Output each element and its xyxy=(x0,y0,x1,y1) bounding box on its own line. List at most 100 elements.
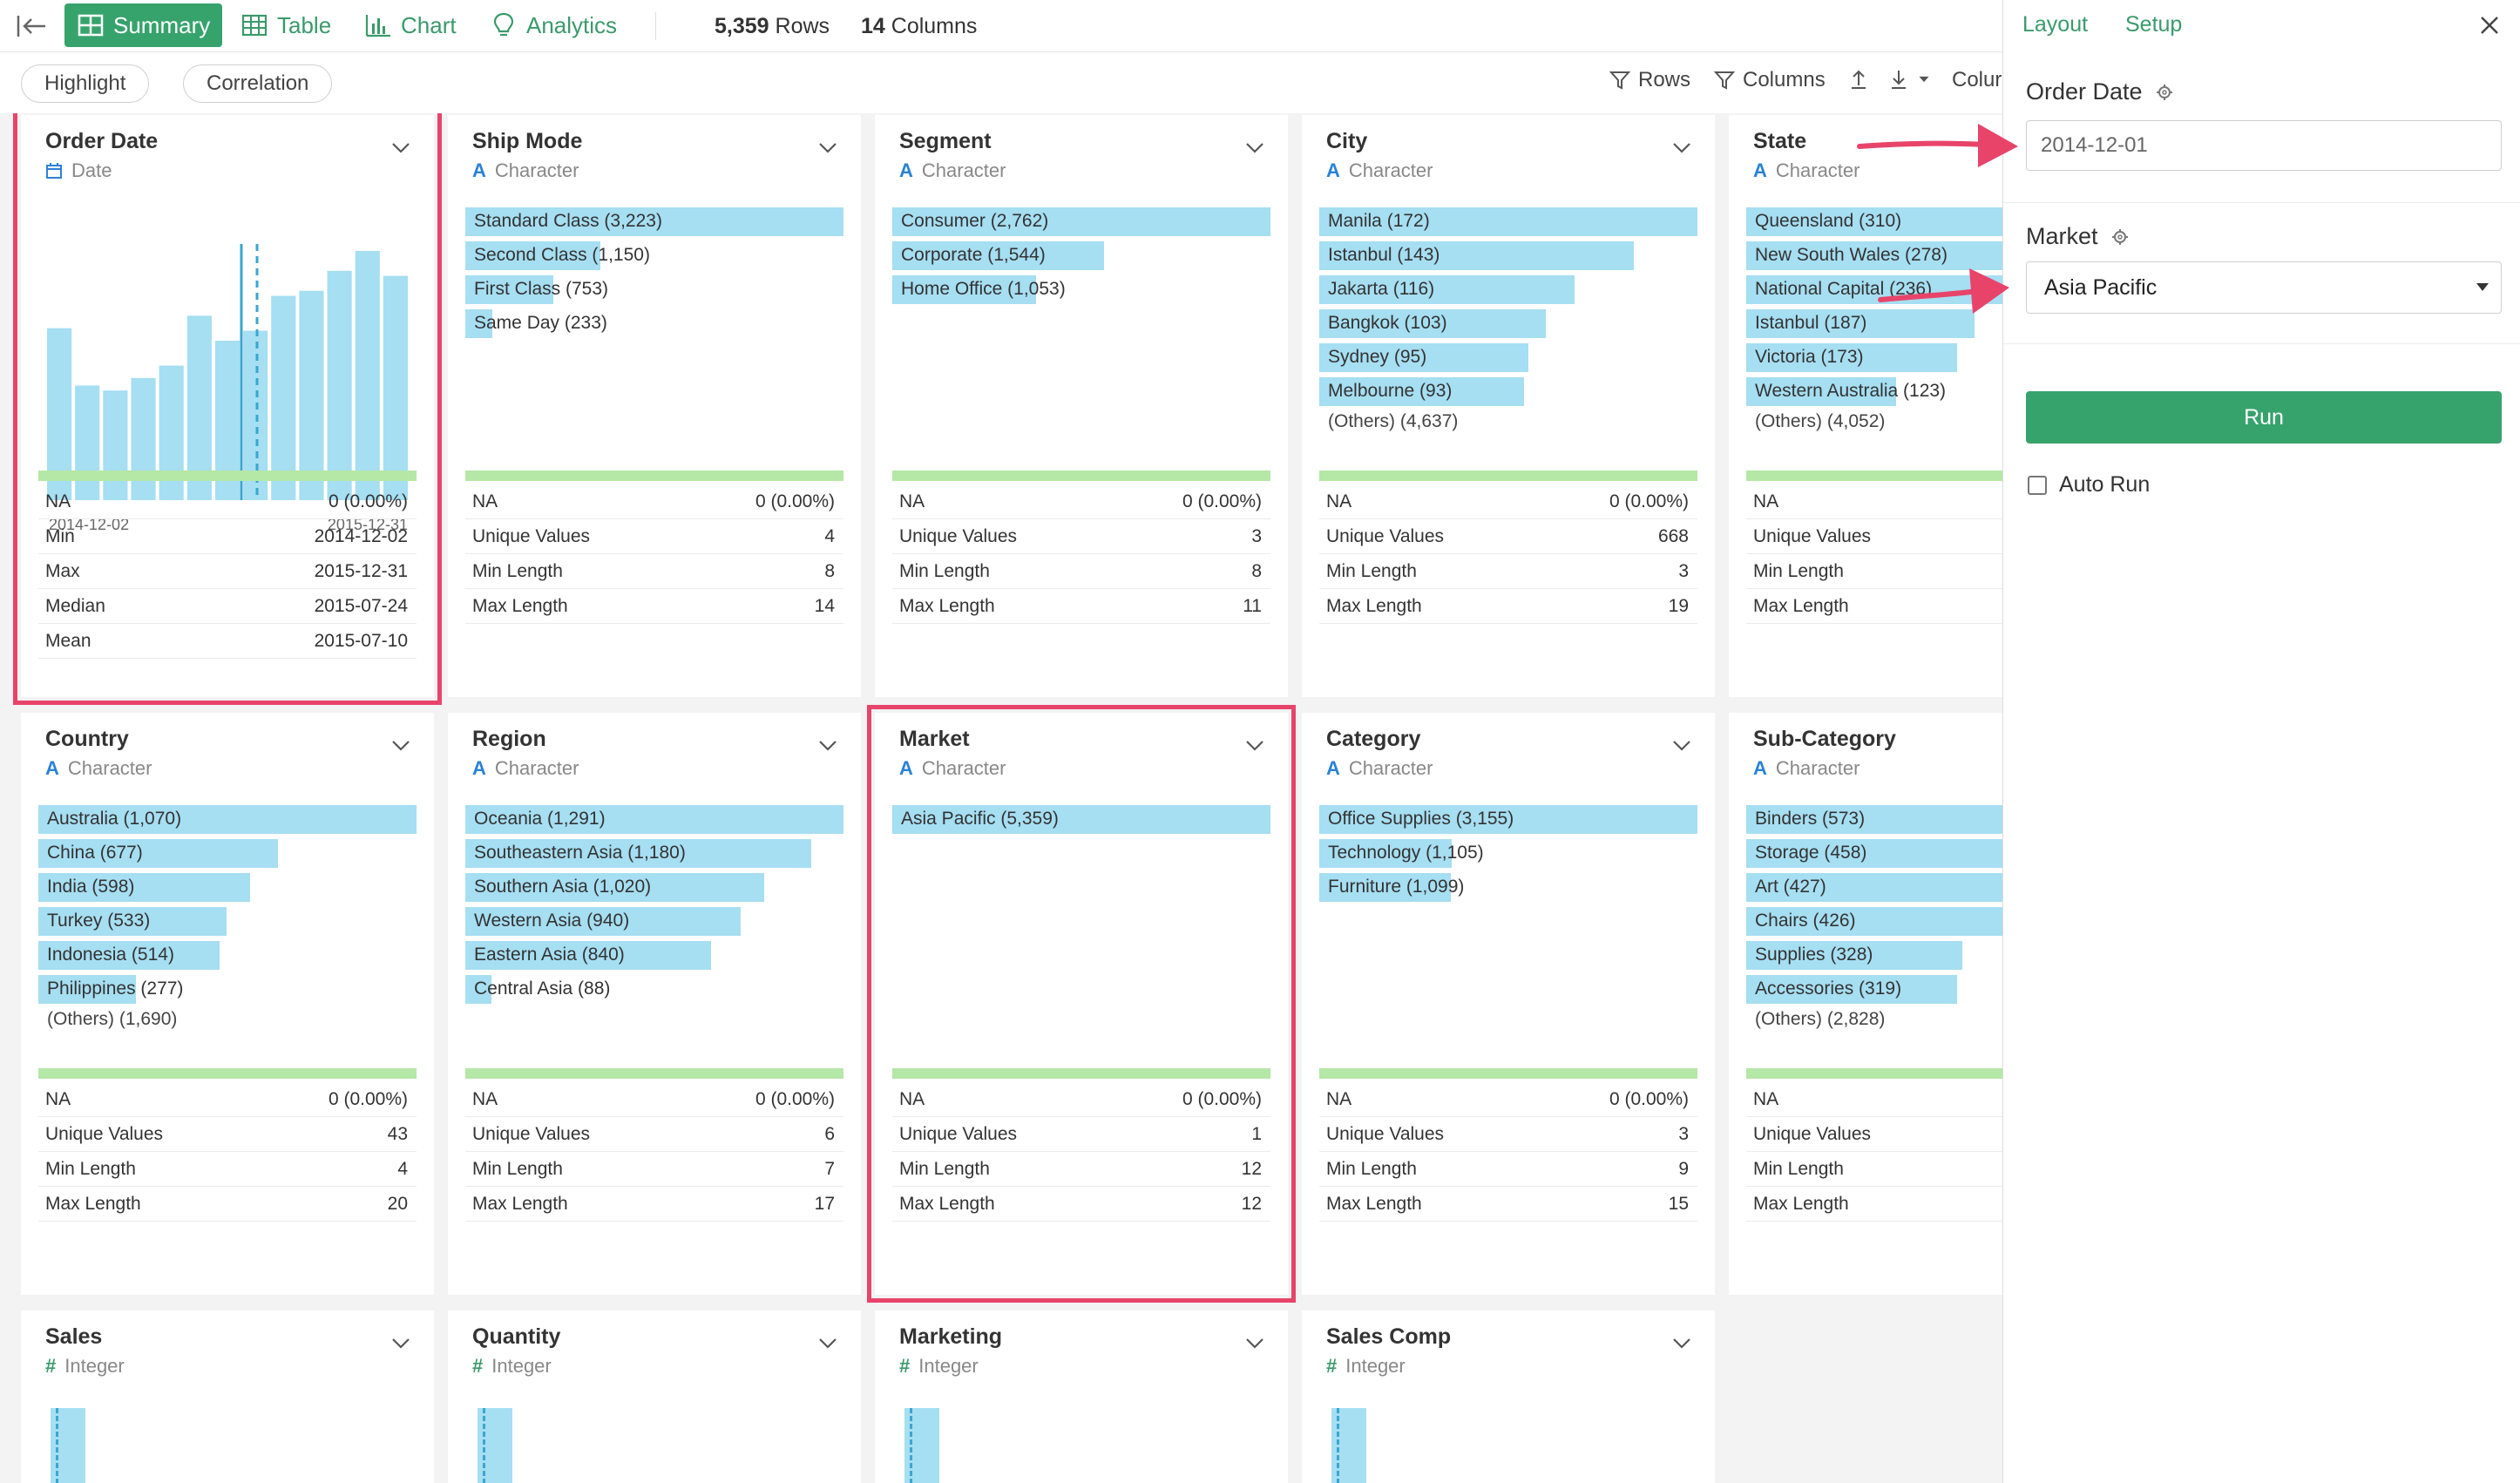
chevron-down-icon[interactable] xyxy=(1244,737,1265,753)
chevron-down-icon[interactable] xyxy=(1244,139,1265,155)
collapse-left-icon[interactable] xyxy=(16,12,47,40)
value-bar-row[interactable]: Southern Asia (1,020) xyxy=(465,873,843,902)
value-bar-row[interactable]: Southeastern Asia (1,180) xyxy=(465,839,843,868)
columns-filter-button[interactable]: Columns xyxy=(1713,68,1826,92)
value-bar-row[interactable]: Same Day (233) xyxy=(465,309,843,338)
value-bar-row[interactable]: Accessories (319) xyxy=(1746,975,2002,1004)
tab-setup[interactable]: Setup xyxy=(2125,12,2183,37)
value-bar-row[interactable]: National Capital (236) xyxy=(1746,275,2002,304)
column-card-state[interactable]: State A Character Queensland (310) New South… xyxy=(1729,115,2002,697)
chevron-down-icon[interactable] xyxy=(390,139,411,155)
columns-menu-button[interactable]: Colur xyxy=(1952,68,2002,92)
value-bar-row[interactable]: Melbourne (93) xyxy=(1319,377,1697,406)
value-bar-row[interactable]: Western Australia (123) xyxy=(1746,377,2002,406)
value-bar-row[interactable]: Turkey (533) xyxy=(38,907,417,936)
column-card-quantity[interactable]: Quantity # Integer xyxy=(448,1310,861,1483)
value-bar-row[interactable]: Corporate (1,544) xyxy=(892,241,1270,270)
value-bar-row[interactable]: Indonesia (514) xyxy=(38,941,417,970)
others-label: (Others) (1,690) xyxy=(47,1009,178,1029)
chevron-down-icon[interactable] xyxy=(1671,139,1692,155)
column-card-marketing[interactable]: Marketing # Integer xyxy=(875,1310,1288,1483)
column-card-category[interactable]: Category A Character Office Supplies (3,155… xyxy=(1302,713,1715,1295)
value-bar-row[interactable]: Australia (1,070) xyxy=(38,805,417,834)
chevron-down-icon[interactable] xyxy=(1671,737,1692,753)
chevron-down-icon[interactable] xyxy=(817,1335,838,1351)
tab-layout[interactable]: Layout xyxy=(2022,12,2089,37)
value-bar-row[interactable]: Istanbul (187) xyxy=(1746,309,2002,338)
value-bar-row[interactable]: Furniture (1,099) xyxy=(1319,873,1697,902)
value-bars: Australia (1,070) China (677) India (598) T… xyxy=(38,805,417,1030)
value-bar-row[interactable]: Standard Class (3,223) xyxy=(465,207,843,236)
column-name: City xyxy=(1326,129,1368,153)
value-bar-row[interactable]: Western Asia (940) xyxy=(465,907,843,936)
value-bar-row[interactable]: Bangkok (103) xyxy=(1319,309,1697,338)
stat-row: Mean 2015-07-10 xyxy=(38,624,417,659)
chevron-down-icon[interactable] xyxy=(390,737,411,753)
stat-label: NA xyxy=(472,1088,498,1109)
close-icon[interactable] xyxy=(2478,14,2501,37)
tab-summary[interactable]: Summary xyxy=(64,3,223,47)
highlight-button[interactable]: Highlight xyxy=(21,64,150,103)
value-bar-row[interactable]: Consumer (2,762) xyxy=(892,207,1270,236)
value-bar-row[interactable]: Victoria (173) xyxy=(1746,343,2002,372)
market-select[interactable]: Asia Pacific xyxy=(2026,261,2502,314)
value-bar-row[interactable]: Storage (458) xyxy=(1746,839,2002,868)
column-card-market[interactable]: Market A Character Asia Pacific (5,359) NA 0 … xyxy=(867,705,1296,1303)
rows-filter-button[interactable]: Rows xyxy=(1609,68,1690,92)
column-card-sales-comp[interactable]: Sales Comp # Integer xyxy=(1302,1310,1715,1483)
gear-icon[interactable] xyxy=(2110,227,2130,247)
value-bar-row[interactable]: China (677) xyxy=(38,839,417,868)
lightbulb-icon xyxy=(493,12,514,37)
auto-run-checkbox[interactable]: Auto Run xyxy=(2028,472,2150,498)
column-type-label: Character xyxy=(1348,159,1433,181)
value-bar-row[interactable]: Technology (1,105) xyxy=(1319,839,1697,868)
value-bar-row[interactable]: Supplies (328) xyxy=(1746,941,2002,970)
value-bar-row[interactable]: Eastern Asia (840) xyxy=(465,941,843,970)
value-bar-row[interactable]: Central Asia (88) xyxy=(465,975,843,1004)
run-button[interactable]: Run xyxy=(2026,391,2502,444)
gear-icon[interactable] xyxy=(2155,83,2174,102)
value-bar-row[interactable]: Queensland (310) xyxy=(1746,207,2002,236)
chevron-down-icon[interactable] xyxy=(817,737,838,753)
column-card-city[interactable]: City A Character Manila (172) Istanbul (143)… xyxy=(1302,115,1715,697)
value-bar-row[interactable]: New South Wales (278) xyxy=(1746,241,2002,270)
value-bar-row[interactable]: Sydney (95) xyxy=(1319,343,1697,372)
tab-table[interactable]: Table xyxy=(228,3,343,47)
value-bar-row[interactable]: Jakarta (116) xyxy=(1319,275,1697,304)
column-card-region[interactable]: Region A Character Oceania (1,291) Southeast… xyxy=(448,713,861,1295)
value-bar-row[interactable]: Oceania (1,291) xyxy=(465,805,843,834)
checkbox-box[interactable] xyxy=(2028,475,2047,495)
column-card-sub-category[interactable]: Sub-Category A Character Binders (573) Stora… xyxy=(1729,713,2002,1295)
value-bar-row[interactable]: India (598) xyxy=(38,873,417,902)
value-bar-row[interactable]: Philippines (277) xyxy=(38,975,417,1004)
chevron-down-icon[interactable] xyxy=(1244,1335,1265,1351)
chevron-down-icon[interactable] xyxy=(1671,1335,1692,1351)
order-date-input[interactable] xyxy=(2026,120,2502,171)
tab-analytics[interactable]: Analytics xyxy=(478,3,629,47)
sort-asc-button[interactable] xyxy=(1847,68,1870,91)
chevron-down-icon[interactable] xyxy=(817,139,838,155)
chevron-down-icon[interactable] xyxy=(390,1335,411,1351)
value-bar-row[interactable]: Manila (172) xyxy=(1319,207,1697,236)
value-bar-row[interactable]: Second Class (1,150) xyxy=(465,241,843,270)
value-bar-row[interactable]: Binders (573) xyxy=(1746,805,2002,834)
value-bar-row[interactable]: Asia Pacific (5,359) xyxy=(892,805,1270,834)
value-bar-row[interactable]: First Class (753) xyxy=(465,275,843,304)
histogram-bar xyxy=(75,385,100,500)
value-bar-row[interactable]: Art (427) xyxy=(1746,873,2002,902)
column-card-segment[interactable]: Segment A Character Consumer (2,762) Corpora… xyxy=(875,115,1288,697)
value-bar-row[interactable]: Office Supplies (3,155) xyxy=(1319,805,1697,834)
tab-chart[interactable]: Chart xyxy=(352,3,469,47)
stat-value: 0 (0.00%) xyxy=(1182,491,1262,511)
column-card-country[interactable]: Country A Character Australia (1,070) China … xyxy=(21,713,434,1295)
column-card-ship-mode[interactable]: Ship Mode A Character Standard Class (3,223… xyxy=(448,115,861,697)
column-card-order-date[interactable]: Order Date Date 2014-12-02 2015-12-31 NA 0… xyxy=(13,113,442,705)
sort-desc-button[interactable] xyxy=(1887,68,1931,91)
column-stats: NA 0 (0.00%) Unique Values 6 Min Length 7 Max … xyxy=(465,1082,843,1222)
value-bar-row[interactable]: Istanbul (143) xyxy=(1319,241,1697,270)
value-bar-row[interactable]: Chairs (426) xyxy=(1746,907,2002,936)
value-bar-row[interactable]: Home Office (1,053) xyxy=(892,275,1270,304)
correlation-button[interactable]: Correlation xyxy=(183,64,333,103)
column-card-sales[interactable]: Sales # Integer xyxy=(21,1310,434,1483)
character-a-icon: A xyxy=(472,757,486,779)
